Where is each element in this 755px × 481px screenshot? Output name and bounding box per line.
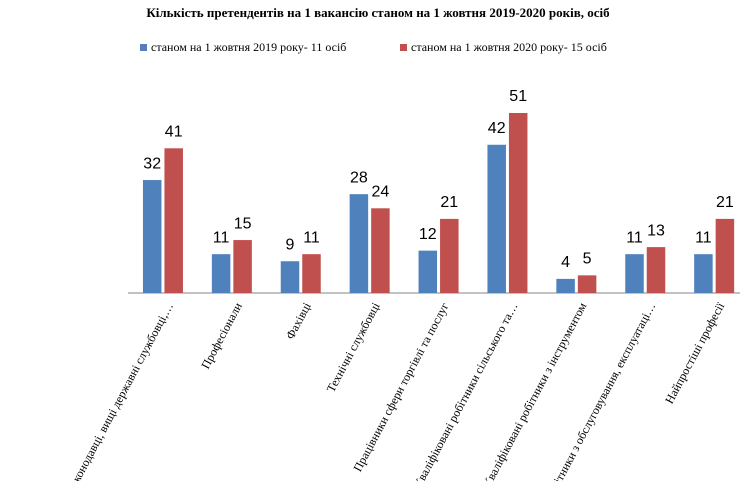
x-tick-label: Найпростіші професії [662,300,727,406]
bar [142,180,162,293]
x-tick-label: Технічні службовці [324,300,383,395]
data-label: 28 [350,169,368,186]
bar [211,254,231,293]
chart-title: Кількість претендентів на 1 вакансію ста… [146,5,610,20]
data-label: 11 [303,229,320,246]
bar [371,208,390,293]
bar [694,254,713,293]
bar [302,254,321,293]
data-label: 13 [647,222,665,239]
legend-label: станом на 1 жовтня 2019 року- 11 осіб [151,40,346,54]
bar [556,278,575,293]
bar [487,144,506,293]
bar [349,194,369,293]
data-label: 32 [143,155,161,172]
data-label: 12 [419,226,437,243]
bar [577,275,597,293]
bar [233,240,252,293]
data-label: 21 [716,194,734,211]
data-label: 9 [286,236,295,253]
data-label: 4 [561,254,570,271]
bar [715,218,735,293]
bar [280,261,300,293]
data-label: 5 [583,251,592,268]
bar [508,113,528,293]
data-label: 11 [626,229,643,246]
legend-swatch [140,44,147,51]
legend-label: станом на 1 жовтня 2020 року- 15 осіб [411,40,607,54]
bar [418,250,438,293]
data-label: 11 [213,229,230,246]
data-label: 24 [372,184,390,201]
x-tick-label: Професіонали [198,300,245,372]
bar [646,247,666,293]
x-tick-label: Робітники з обслуговування, експлуатаці… [542,300,658,481]
data-label: 41 [165,124,183,141]
data-label: 15 [234,215,252,232]
x-tick-label: Фахівці [283,300,314,342]
bar [625,254,644,293]
bar [440,218,459,293]
data-label: 21 [440,194,458,211]
data-label: 11 [695,229,712,246]
data-label: 51 [509,88,527,105]
x-tick-label: Законодавці, вищі державні службовці,… [64,300,176,481]
legend-swatch [400,44,407,51]
bar [164,148,183,293]
data-label: 42 [488,120,506,137]
